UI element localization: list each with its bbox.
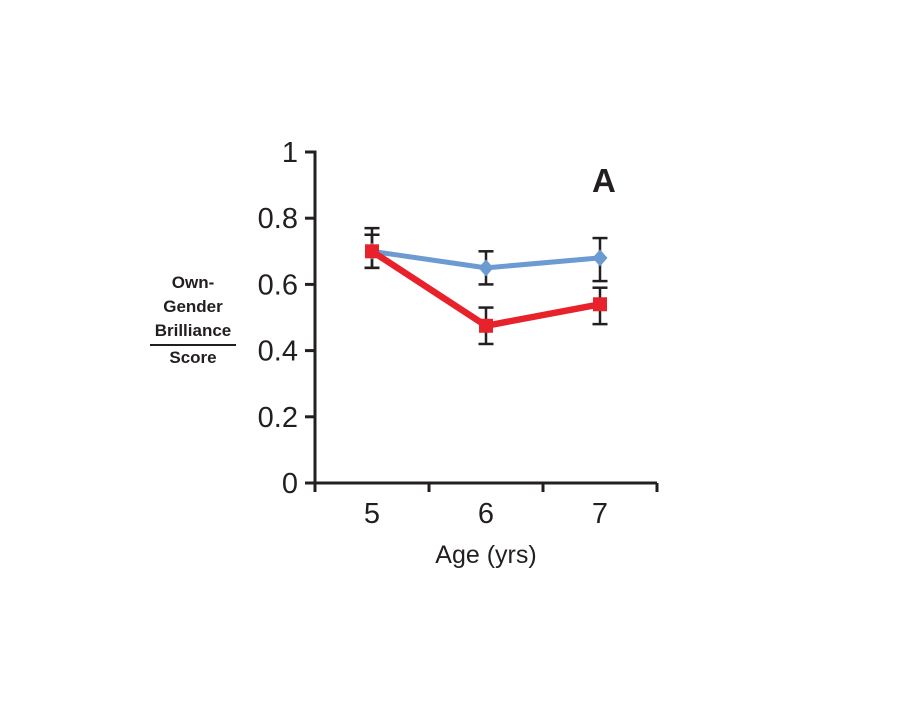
marker-square-red-square xyxy=(593,297,607,312)
marker-diamond-blue-diamond xyxy=(592,249,608,267)
y-axis-label: Own- Gender Brilliance Score xyxy=(118,271,268,370)
marker-diamond-blue-diamond xyxy=(478,259,494,277)
y-tick-label: 0.2 xyxy=(258,402,298,434)
y-tick-label: 0.6 xyxy=(258,269,298,301)
y-axis-label-line-1: Own- xyxy=(171,273,215,292)
y-tick-label: 0.8 xyxy=(258,203,298,235)
x-tick-label: 7 xyxy=(592,498,608,530)
y-axis-label-line-2: Gender xyxy=(163,297,223,316)
y-axis-label-line-4: Score xyxy=(169,348,217,367)
x-axis-label: Age (yrs) xyxy=(435,541,537,569)
x-tick-label: 5 xyxy=(364,498,380,530)
y-tick-label: 0 xyxy=(282,468,298,500)
marker-square-red-square xyxy=(365,244,379,259)
y-axis-label-line-3-underlined: Brilliance xyxy=(149,319,237,346)
y-tick-label: 1 xyxy=(282,137,298,169)
y-tick-label: 0.4 xyxy=(258,336,298,368)
x-tick-label: 6 xyxy=(478,498,494,530)
marker-square-red-square xyxy=(479,318,493,333)
panel-label-a: A xyxy=(592,162,616,199)
